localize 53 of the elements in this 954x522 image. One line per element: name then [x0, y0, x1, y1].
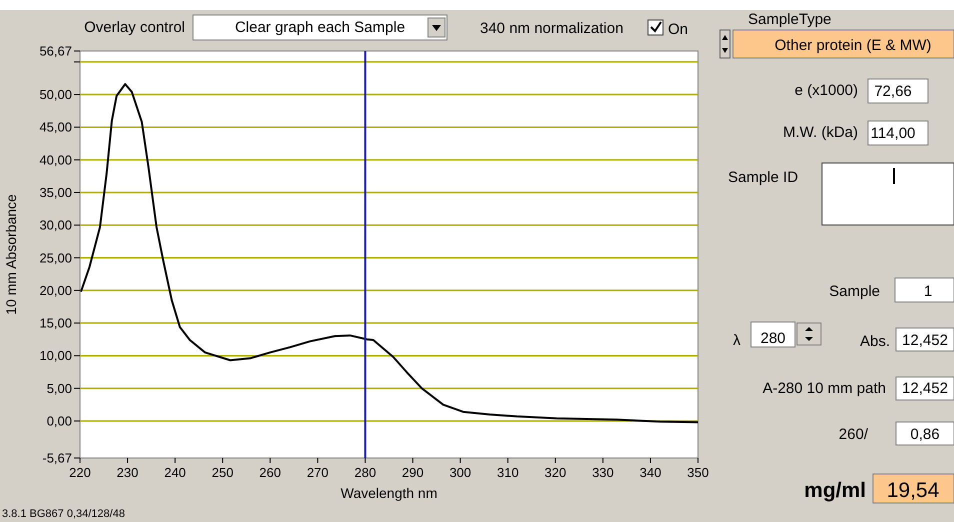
x-tick-label: 250	[212, 465, 234, 480]
text: Other protein (E & MW)	[774, 37, 932, 54]
y-tick-label: 20,00	[39, 282, 72, 298]
x-tick-label: 280	[354, 465, 376, 480]
y-tick-label: 56,67	[39, 44, 72, 59]
text: 260/	[838, 426, 869, 443]
text: 0,86	[910, 426, 940, 443]
y-tick-label: 30,00	[39, 218, 72, 233]
text: A-280 10 mm path	[762, 380, 886, 397]
x-tick-label: 320	[544, 465, 566, 480]
x-tick-label: 310	[496, 465, 519, 480]
text: 72,66	[874, 83, 912, 100]
y-tick-label: 35,00	[39, 185, 72, 200]
text: Clear graph each Sample	[234, 19, 406, 36]
text: 280	[760, 330, 786, 347]
text: λ	[733, 332, 741, 349]
text: 12,452	[902, 380, 948, 397]
text: Sample ID	[728, 169, 798, 186]
text: 340 nm normalization	[480, 20, 624, 37]
x-tick-label: 230	[116, 465, 138, 480]
y-tick-label: -5,67	[42, 450, 72, 466]
text: Abs.	[860, 333, 890, 350]
text: Sample	[829, 283, 880, 300]
x-tick-label: 220	[69, 465, 91, 480]
y-tick-label: 40,00	[39, 152, 72, 168]
text: On	[668, 21, 688, 38]
text: M.W. (kDa)	[783, 124, 858, 141]
text: 114,00	[870, 125, 916, 142]
text: 3.8.1 BG867 0,34/128/48	[2, 508, 125, 520]
x-tick-label: 350	[687, 465, 709, 480]
y-tick-label: 25,00	[39, 250, 72, 266]
y-tick-label: 0,00	[46, 414, 72, 429]
text: SampleType	[748, 11, 832, 28]
text: 12,452	[902, 332, 948, 349]
x-axis-title: Wavelength nm	[340, 485, 438, 501]
x-tick-label: 260	[259, 465, 282, 480]
x-tick-label: 330	[592, 465, 614, 480]
y-tick-label: 10,00	[39, 348, 72, 364]
x-tick-label: 340	[640, 465, 662, 480]
x-tick-label: 270	[306, 465, 329, 480]
text: 1	[924, 283, 932, 300]
x-tick-label: 300	[449, 465, 472, 480]
y-axis-title: 10 mm Absorbance	[3, 194, 19, 315]
text: e (x1000)	[794, 82, 858, 99]
y-tick-label: 50,00	[39, 87, 72, 102]
text: mg/ml	[804, 479, 866, 502]
text: Overlay control	[84, 19, 185, 36]
text: 19,54	[886, 479, 940, 502]
x-tick-label: 290	[402, 465, 424, 480]
x-tick-label: 240	[164, 465, 186, 480]
y-tick-label: 5,00	[46, 380, 72, 396]
y-tick-label: 15,00	[39, 316, 72, 331]
y-tick-label: 45,00	[39, 120, 72, 135]
